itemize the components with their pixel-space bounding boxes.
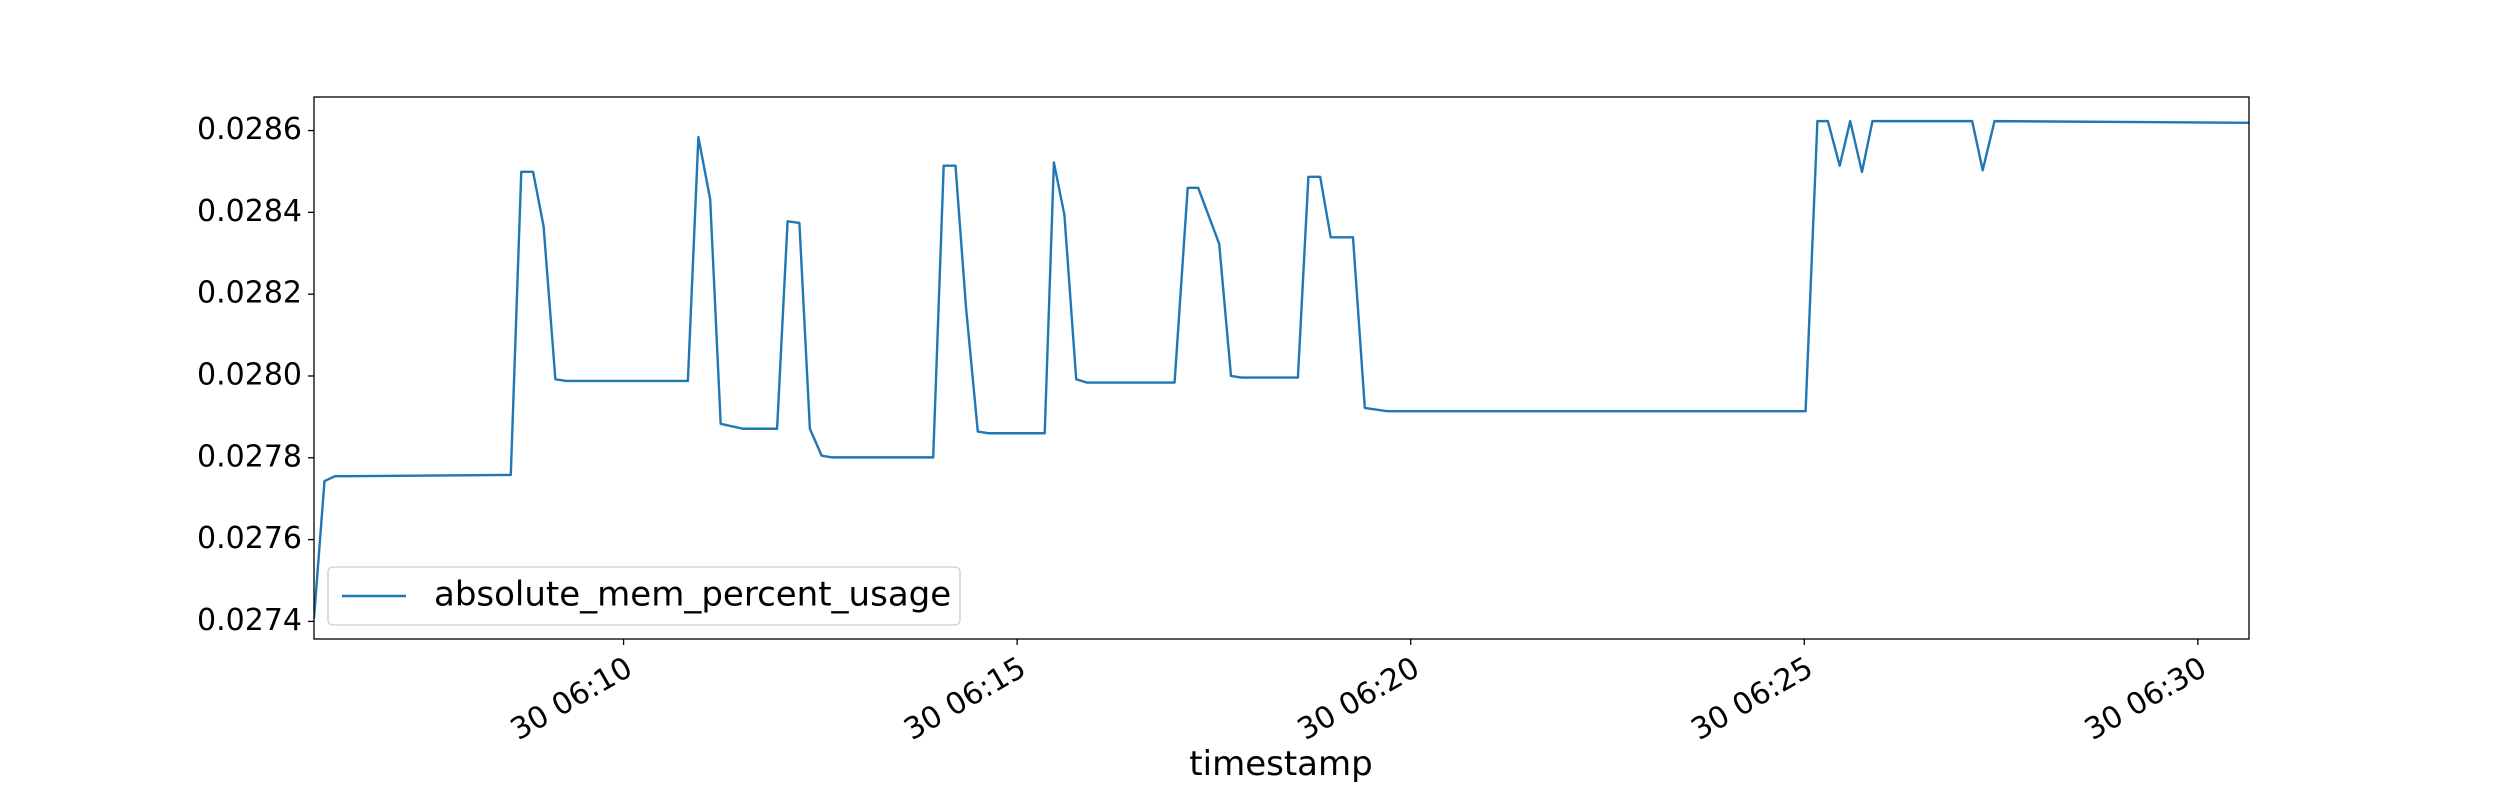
x-tick-label: 30 06:25 xyxy=(1685,650,1819,747)
y-tick-label: 0.0276 xyxy=(197,521,302,556)
series-line xyxy=(314,119,2249,619)
y-tick-label: 0.0280 xyxy=(197,357,302,392)
x-tick-label: 30 06:20 xyxy=(1292,650,1426,747)
y-tick-label: 0.0274 xyxy=(197,603,302,638)
y-tick-label: 0.0282 xyxy=(197,276,302,311)
x-tick-label: 30 06:15 xyxy=(898,650,1032,747)
x-tick-label: 30 06:30 xyxy=(2079,650,2213,747)
plot-frame xyxy=(313,96,2250,640)
x-tick-label: 30 06:10 xyxy=(505,650,639,747)
x-axis-label: timestamp xyxy=(1189,744,1372,784)
y-tick-label: 0.0286 xyxy=(197,112,302,147)
y-tick-label: 0.0284 xyxy=(197,194,302,229)
y-tick-label: 0.0278 xyxy=(197,439,302,474)
legend-box xyxy=(327,566,961,626)
legend-label: absolute_mem_percent_usage xyxy=(434,575,951,615)
